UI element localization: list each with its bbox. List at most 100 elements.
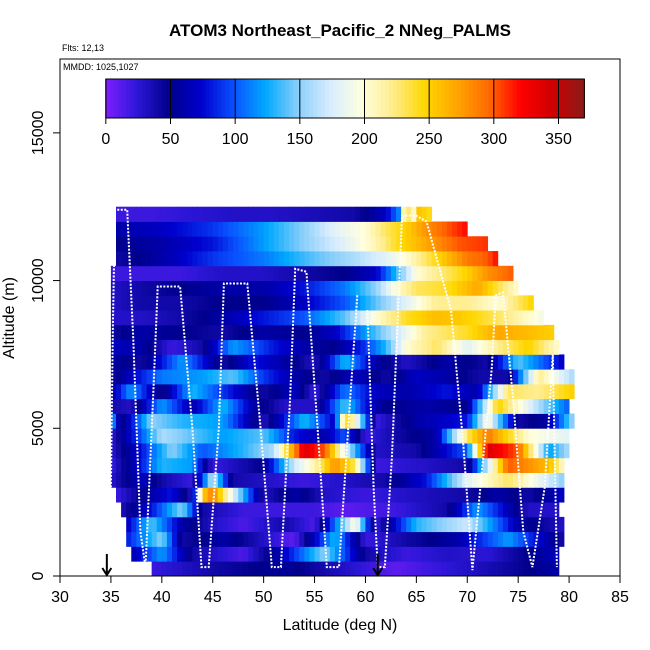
heatmap-cell [508,457,514,473]
heatmap-cell [329,487,336,503]
heatmap-cell [197,265,203,281]
heatmap-cell [431,251,438,267]
heatmap-cell [416,502,422,518]
heatmap-cell [523,546,529,562]
heatmap-cell [304,354,310,370]
heatmap-cell [116,339,122,355]
colorbar-segment [452,79,458,118]
heatmap-cell [370,310,377,326]
colorbar-segment [121,79,127,118]
heatmap-cell [131,531,137,547]
heatmap-cell [289,487,295,503]
heatmap-cell [340,457,346,473]
heatmap-cell [482,546,489,562]
heatmap-cell [365,502,371,518]
heatmap-cell [558,531,565,547]
heatmap-cell [360,324,366,341]
heatmap-cell [248,206,254,222]
heatmap-cell [426,457,433,473]
heatmap-cell [151,487,158,503]
heatmap-cell [299,457,305,473]
heatmap-cell [340,413,346,429]
heatmap-cell [543,531,550,547]
heatmap-cell [492,339,499,355]
heatmap-cell [334,487,341,503]
heatmap-cell [319,295,326,311]
heatmap-cell [497,413,504,429]
heatmap-cell [452,251,458,267]
heatmap-cell [334,383,341,400]
heatmap-cell [329,265,336,281]
heatmap-cell [334,251,341,267]
heatmap-cell [365,487,371,503]
heatmap-cell [299,516,305,533]
heatmap-cell [187,383,193,400]
heatmap-cell [319,516,326,533]
heatmap-cell [553,354,560,370]
heatmap-cell [329,413,336,429]
heatmap-cell [151,531,158,547]
heatmap-cell [385,383,392,400]
heatmap-cell [502,280,509,296]
heatmap-cell [314,354,321,370]
heatmap-cell [187,265,193,281]
heatmap-cell [314,398,321,414]
heatmap-cell [513,546,519,562]
heatmap-cell [523,502,529,518]
heatmap-cell [284,236,290,252]
heatmap-cell [217,206,224,222]
heatmap-cell [385,398,392,414]
heatmap-cell [116,236,122,252]
heatmap-cell [446,221,453,237]
heatmap-cell [116,324,122,341]
heatmap-cell [156,236,163,252]
heatmap-cell [222,561,229,576]
heatmap-cell [538,324,545,341]
heatmap-cell [416,487,422,503]
heatmap-cell [304,310,310,326]
heatmap-cell [482,324,489,341]
heatmap-cell [340,516,346,533]
heatmap-cell [268,487,275,503]
heatmap-cell [309,369,315,385]
heatmap-cell [146,251,153,267]
heatmap-cell [299,251,305,267]
heatmap-cell [243,221,249,237]
x-tick-label: 75 [509,589,527,606]
heatmap-cell [416,546,422,562]
heatmap-cell [314,443,321,459]
heatmap-cell [273,428,280,444]
heatmap-cell [172,472,178,488]
heatmap-cell [375,383,382,400]
heatmap-cell [365,295,371,311]
heatmap-cell [253,251,259,267]
heatmap-cell [370,413,377,429]
heatmap-cell [166,457,173,473]
heatmap-cell [502,472,509,488]
heatmap-cell [110,472,117,488]
heatmap-cell [141,251,147,267]
heatmap-cell [319,443,326,459]
heatmap-cell [324,516,331,533]
heatmap-cell [222,546,229,562]
heatmap-cell [553,487,560,503]
heatmap-cell [258,472,265,488]
heatmap-cell [482,339,489,355]
heatmap-cell [126,487,132,503]
heatmap-cell [380,487,387,503]
heatmap-cell [161,251,168,267]
heatmap-cell [375,265,382,281]
heatmap-cell [345,398,351,414]
heatmap-cell [528,339,534,355]
heatmap-cell [238,546,244,562]
heatmap-cell [309,236,315,252]
heatmap-cell [146,398,153,414]
heatmap-cell [248,251,254,267]
heatmap-cell [126,413,132,429]
heatmap-cell [441,339,448,355]
heatmap-cell [151,443,158,459]
heatmap-cell [172,354,178,370]
heatmap-cell [248,265,254,281]
heatmap-cell [304,428,310,444]
heatmap-cell [141,398,147,414]
